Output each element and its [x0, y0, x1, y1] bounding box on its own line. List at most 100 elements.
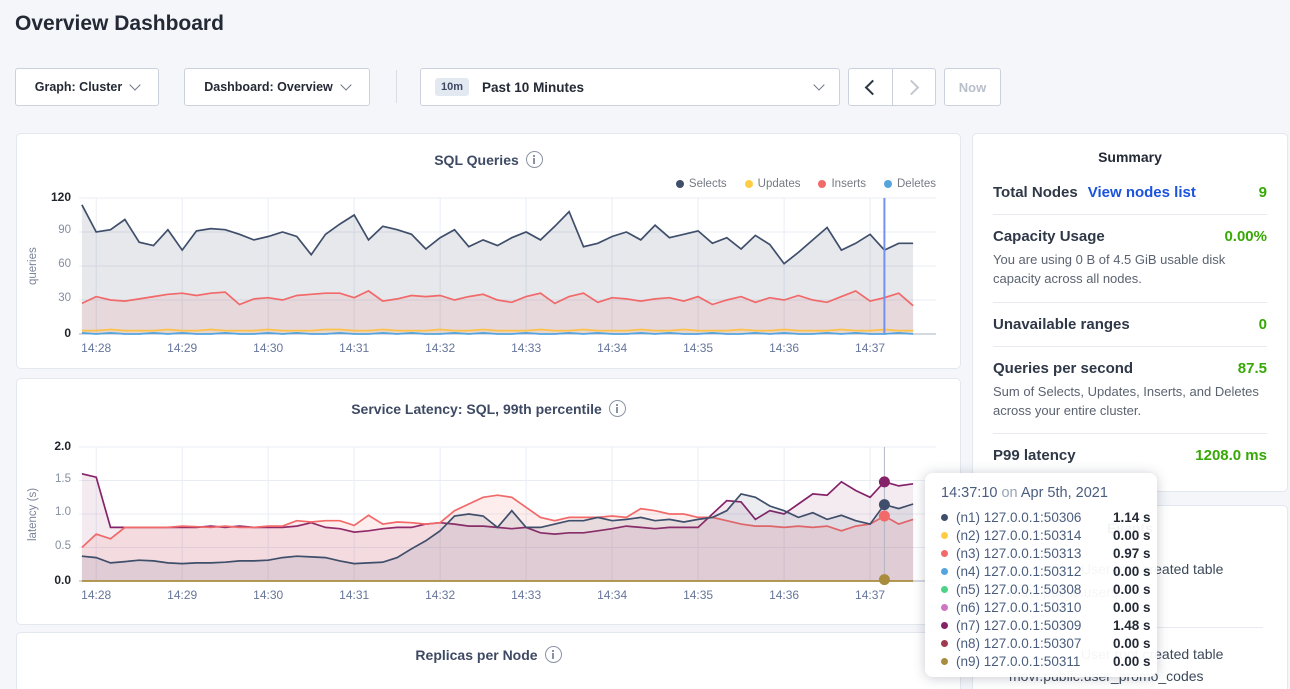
chevron-down-icon — [813, 79, 824, 90]
x-axis-tick: 14:33 — [504, 341, 548, 355]
node-latency-value: 0.00 s — [1113, 564, 1151, 579]
chart-title: Replicas per Node — [415, 647, 537, 663]
dashboard-selector-label: Dashboard: Overview — [204, 80, 333, 94]
node-color-dot — [941, 550, 948, 557]
legend-item-selects[interactable]: Selects — [676, 178, 727, 190]
replicas-chart-card[interactable]: Replicas per Node — [16, 632, 961, 689]
x-axis-tick: 14:37 — [848, 588, 892, 602]
x-axis-tick: 14:34 — [590, 341, 634, 355]
legend-label: Deletes — [897, 178, 936, 190]
legend-color-dot — [745, 180, 753, 188]
tooltip-node-row: (n5) 127.0.0.1:503080.00 s — [941, 580, 1157, 598]
tooltip-timestamp: 14:37:10 on Apr 5th, 2021 — [941, 485, 1157, 501]
node-address: (n4) 127.0.0.1:50312 — [956, 564, 1113, 579]
time-range-dropdown[interactable]: 10m Past 10 Minutes — [420, 68, 840, 106]
node-color-dot — [941, 640, 948, 647]
x-axis-tick: 14:30 — [246, 341, 290, 355]
hover-point-dot — [879, 574, 890, 585]
node-address: (n9) 127.0.0.1:50311 — [956, 654, 1113, 669]
graph-selector-dropdown[interactable]: Graph: Cluster — [15, 68, 159, 106]
x-axis-tick: 14:29 — [160, 588, 204, 602]
tooltip-node-row: (n7) 127.0.0.1:503091.48 s — [941, 616, 1157, 634]
step-forward-button[interactable] — [892, 69, 935, 105]
node-latency-value: 0.00 s — [1113, 654, 1151, 669]
page-title: Overview Dashboard — [15, 12, 224, 36]
graph-selector-label: Graph: Cluster — [35, 80, 123, 94]
x-axis-tick: 14:36 — [762, 588, 806, 602]
service-latency-chart-card[interactable]: Service Latency: SQL, 99th percentile 14… — [16, 378, 961, 625]
summary-label: Queries per second — [993, 360, 1133, 377]
legend-color-dot — [884, 180, 892, 188]
dashboard-selector-dropdown[interactable]: Dashboard: Overview — [184, 68, 370, 106]
view-nodes-list-link[interactable]: View nodes list — [1088, 184, 1196, 201]
summary-description: Sum of Selects, Updates, Inserts, and De… — [993, 383, 1267, 421]
summary-row-qps: Queries per second 87.5 Sum of Selects, … — [993, 347, 1267, 435]
node-color-dot — [941, 532, 948, 539]
chart-legend: Selects Updates Inserts Deletes — [676, 178, 936, 190]
summary-row-capacity: Capacity Usage 0.00% You are using 0 B o… — [993, 215, 1267, 303]
x-axis-tick: 14:32 — [418, 341, 462, 355]
x-axis-tick: 14:33 — [504, 588, 548, 602]
summary-row-p99: P99 latency 1208.0 ms — [993, 434, 1267, 477]
node-latency-value: 0.00 s — [1113, 528, 1151, 543]
node-address: (n5) 127.0.0.1:50308 — [956, 582, 1113, 597]
now-button[interactable]: Now — [944, 68, 1001, 106]
tooltip-node-row: (n2) 127.0.0.1:503140.00 s — [941, 526, 1157, 544]
x-axis-tick: 14:31 — [332, 588, 376, 602]
chevron-down-icon — [340, 79, 351, 90]
node-address: (n8) 127.0.0.1:50307 — [956, 636, 1113, 651]
summary-label: P99 latency — [993, 447, 1076, 464]
time-range-label: Past 10 Minutes — [482, 80, 584, 95]
x-axis-tick: 14:31 — [332, 341, 376, 355]
summary-value: 0.00% — [1224, 228, 1267, 245]
info-icon[interactable] — [545, 646, 562, 663]
summary-title: Summary — [993, 149, 1267, 165]
node-latency-value: 0.00 s — [1113, 582, 1151, 597]
x-axis-tick: 14:37 — [848, 341, 892, 355]
x-axis-tick: 14:28 — [74, 341, 118, 355]
node-address: (n3) 127.0.0.1:50313 — [956, 546, 1113, 561]
node-address: (n2) 127.0.0.1:50314 — [956, 528, 1113, 543]
chart-hover-tooltip: 14:37:10 on Apr 5th, 2021 (n1) 127.0.0.1… — [925, 473, 1157, 677]
node-color-dot — [941, 568, 948, 575]
x-axis-tick: 14:35 — [676, 588, 720, 602]
step-back-button[interactable] — [849, 69, 892, 105]
chevron-left-icon — [865, 79, 881, 95]
chevron-right-icon — [904, 79, 920, 95]
sql-queries-plot-area[interactable] — [17, 134, 940, 338]
x-axis-tick: 14:35 — [676, 341, 720, 355]
sql-queries-chart-card[interactable]: SQL Queries 14:2814:2914:3014:3114:3214:… — [16, 133, 961, 369]
node-latency-value: 1.48 s — [1113, 618, 1151, 633]
legend-label: Inserts — [831, 178, 866, 190]
legend-item-inserts[interactable]: Inserts — [818, 178, 866, 190]
y-axis-label: queries — [25, 198, 41, 334]
tooltip-node-row: (n4) 127.0.0.1:503120.00 s — [941, 562, 1157, 580]
hover-point-dot — [879, 499, 890, 510]
legend-item-deletes[interactable]: Deletes — [884, 178, 936, 190]
node-latency-value: 0.00 s — [1113, 636, 1151, 651]
x-axis-tick: 14:34 — [590, 588, 634, 602]
hover-point-dot — [879, 476, 890, 487]
legend-label: Updates — [758, 178, 801, 190]
summary-value: 0 — [1259, 316, 1267, 333]
summary-value: 87.5 — [1238, 360, 1267, 377]
node-color-dot — [941, 658, 948, 665]
summary-value: 9 — [1259, 184, 1267, 201]
tooltip-node-row: (n6) 127.0.0.1:503100.00 s — [941, 598, 1157, 616]
legend-item-updates[interactable]: Updates — [745, 178, 801, 190]
x-axis-tick: 14:28 — [74, 588, 118, 602]
x-axis-tick: 14:29 — [160, 341, 204, 355]
node-color-dot — [941, 586, 948, 593]
tooltip-node-row: (n8) 127.0.0.1:503070.00 s — [941, 634, 1157, 652]
legend-label: Selects — [689, 178, 727, 190]
node-color-dot — [941, 604, 948, 611]
node-address: (n7) 127.0.0.1:50309 — [956, 618, 1113, 633]
tooltip-node-row: (n9) 127.0.0.1:503110.00 s — [941, 652, 1157, 670]
x-axis-tick: 14:30 — [246, 588, 290, 602]
x-axis-tick: 14:32 — [418, 588, 462, 602]
y-axis-label: latency (s) — [25, 447, 41, 581]
overview-dashboard-page: Overview Dashboard Graph: Cluster Dashbo… — [0, 0, 1290, 689]
summary-label: Total Nodes — [993, 184, 1078, 201]
summary-value: 1208.0 ms — [1195, 447, 1267, 464]
service-latency-plot-area[interactable] — [17, 379, 940, 585]
